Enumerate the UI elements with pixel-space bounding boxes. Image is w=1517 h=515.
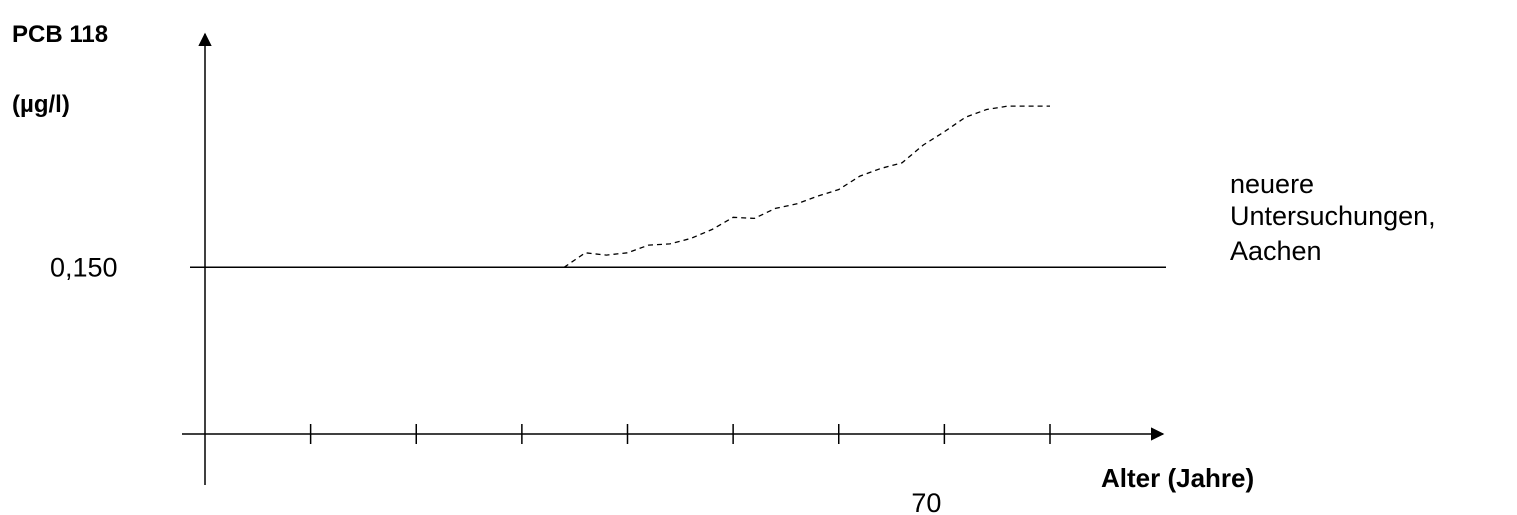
annotation-line1: neuere — [1230, 169, 1314, 199]
x-tick-marks — [309, 424, 1051, 444]
y-axis-label-line2: (µg/l) — [12, 91, 70, 118]
annotation-line3: Aachen — [1230, 236, 1322, 266]
annotation-line2: Untersuchungen, — [1230, 201, 1436, 231]
series-line-dashed — [563, 105, 1050, 268]
x-tick-label: 70 — [911, 488, 941, 515]
reference-value-label: 0,150 — [50, 252, 118, 282]
y-axis-label-line1: PCB 118 — [12, 21, 108, 48]
x-axis-label: Alter (Jahre) — [1101, 463, 1254, 493]
